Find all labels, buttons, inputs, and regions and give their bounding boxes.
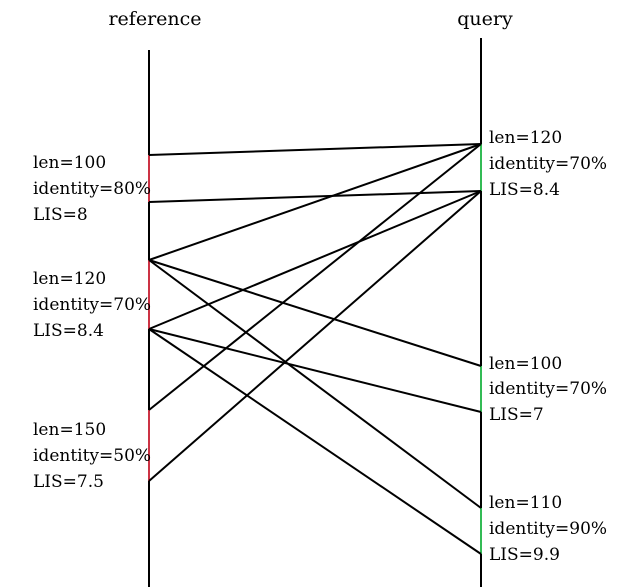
query-segment-3-lis: LIS=9.9 [489,545,560,565]
link-r1-start-q1-start [148,143,482,156]
reference-segment-2-lis: LIS=8.4 [33,321,104,341]
query-segment-3-len: len=110 [489,493,562,513]
link-r3-end-q1-end [148,190,482,482]
query-segment-1-identity: identity=70% [489,154,607,174]
reference-segment-1-identity: identity=80% [33,179,151,199]
reference-axis-title: reference [108,8,201,30]
link-r2-start-q2-start [148,259,482,367]
query-segment-3-identity: identity=90% [489,519,607,539]
link-r2-end-q3-end [148,328,482,555]
query-segment-1-len: len=120 [489,128,562,148]
link-r1-end-q1-end [148,190,482,203]
link-r2-start-q3-start [148,259,482,509]
query-axis-title: query [457,8,513,30]
query-segment-2-lis: LIS=7 [489,405,544,425]
reference-segment-3-identity: identity=50% [33,446,151,466]
reference-segment-3-lis: LIS=7.5 [33,472,104,492]
reference-segment-2-label: len=120 identity=70% LIS=8.4 [33,269,151,341]
reference-segment-2-len: len=120 [33,269,106,289]
query-segment-1-label: len=120 identity=70% LIS=8.4 [489,128,607,200]
reference-segment-1-lis: LIS=8 [33,205,88,225]
reference-segment-1-len: len=100 [33,153,106,173]
reference-segment-2-identity: identity=70% [33,295,151,315]
link-r3-start-q1-start [148,143,482,411]
query-segment-2-len: len=100 [489,354,562,374]
reference-segment-3-len: len=150 [33,420,106,440]
link-r2-start-q1-start [148,143,482,261]
query-segment-1-lis: LIS=8.4 [489,180,560,200]
reference-segment-1-label: len=100 identity=80% LIS=8 [33,153,151,225]
query-segment-2-label: len=100 identity=70% LIS=7 [489,354,607,425]
link-r2-end-q1-end [148,190,482,330]
reference-segment-3-label: len=150 identity=50% LIS=7.5 [33,420,151,492]
link-r2-end-q2-end [148,328,482,413]
query-segment-2-identity: identity=70% [489,379,607,399]
query-segment-3-label: len=110 identity=90% LIS=9.9 [489,493,607,565]
